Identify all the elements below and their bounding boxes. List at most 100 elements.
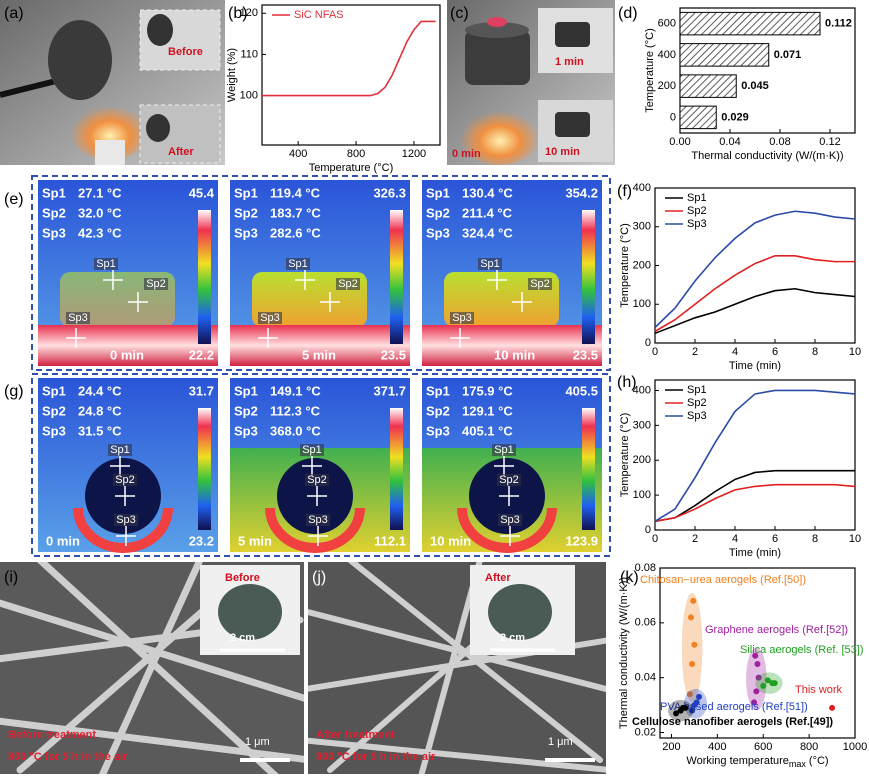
reading-value: 27.1 °C [78, 185, 122, 200]
y-tick-label: 0 [670, 111, 676, 123]
marker-label: Sp1 [302, 444, 322, 456]
y-tick-label: 0.04 [635, 672, 656, 684]
sem-i: (i) Before 2 cm Before treatment 800 °C … [0, 562, 304, 774]
color-bar [198, 210, 211, 344]
point [696, 693, 702, 700]
x-axis-label: Working temperaturemax (°C) [686, 755, 828, 769]
panel-label: (f) [617, 183, 632, 200]
legend-label: Sp3 [687, 218, 707, 230]
x-tick-label: 400 [289, 148, 307, 160]
reading-value: 211.4 °C [462, 205, 513, 220]
marker-bg [300, 444, 324, 456]
point [755, 674, 762, 681]
bar [679, 105, 717, 130]
label-after: After [168, 146, 194, 158]
chart: (d) 0.00 0.04 0.08 0.12 Thermal conductivity … [618, 5, 856, 162]
x-tick-label: 600 [754, 741, 772, 753]
scale-label: 1 μm [245, 736, 270, 748]
time-label: 5 min [238, 533, 272, 548]
y-tick-label: 100 [633, 298, 651, 310]
reading-name: Sp3 [42, 225, 66, 240]
reading-value: 130.4 °C [462, 185, 513, 200]
marker-bg [450, 312, 474, 324]
label-10min: 10 min [545, 146, 580, 158]
inset-sample [218, 584, 282, 640]
legend-label: Sp2 [687, 205, 707, 217]
y-tick-label: 300 [633, 221, 651, 233]
point [753, 688, 760, 695]
reading-name: Sp2 [42, 403, 66, 418]
crosshair [500, 526, 520, 546]
thermal-image: Sp1 27.1 °C Sp2 32.0 °C Sp3 42.3 °C 45.4 22.2 0 … [38, 180, 218, 366]
marker-bg [286, 258, 310, 270]
reading-value: 24.4 °C [78, 383, 122, 398]
marker-label: Sp1 [110, 444, 130, 456]
caption: Before treatment [8, 729, 96, 741]
point-annotation: Chitosan−urea aerogels (Ref.[50]) [640, 574, 806, 586]
marker-bg [336, 278, 360, 290]
reading-value: 405.1 °C [462, 423, 513, 438]
x-tick-label: 6 [772, 346, 778, 358]
line [654, 210, 856, 329]
x-axis-label: Temperature (°C) [309, 162, 393, 174]
inset-sample [488, 584, 552, 640]
reading-name: Sp1 [426, 383, 450, 398]
y-tick-label: 200 [633, 454, 651, 466]
reading-value: 183.7 °C [270, 205, 321, 220]
x-tick-label: 1000 [843, 741, 867, 753]
marker-label: Sp2 [338, 278, 358, 290]
marker-bg [498, 514, 522, 526]
base-heat [38, 325, 218, 366]
inset-sample [555, 112, 590, 137]
line [654, 483, 856, 523]
marker-bg [305, 474, 329, 486]
time-label: 0 min [110, 347, 144, 362]
sem-j: (j) After 2 cm After treatment 800 °C fo… [308, 562, 606, 774]
x-tick-label: 800 [800, 741, 818, 753]
line [262, 20, 436, 97]
thermal-image: Sp1 24.4 °C Sp2 24.8 °C Sp3 31.5 °C 31.7 23.2 0 … [38, 378, 218, 553]
marker-label: Sp1 [288, 258, 308, 270]
chart: (k) 200 400 600 800 1000 0.02 0.04 0.06 0.08 Worki… [618, 562, 867, 769]
point-annotation: PVA based aerogels (Ref.[51]) [660, 701, 808, 713]
point [673, 710, 680, 717]
y-tick-label: 0.02 [635, 726, 656, 738]
crosshair [302, 456, 322, 476]
y-tick-label: 0.08 [635, 562, 656, 574]
y-tick-label: 100 [240, 89, 258, 101]
x-tick-label: 0.00 [669, 136, 690, 148]
inset-sample [146, 114, 170, 142]
plot-frame [654, 187, 856, 344]
crosshair [308, 526, 328, 546]
plot-frame [654, 379, 856, 531]
point [693, 699, 700, 706]
reading-name: Sp2 [426, 403, 450, 418]
bar [679, 43, 770, 67]
max-label: 31.7 [189, 383, 214, 398]
max-label: 405.5 [565, 383, 598, 398]
y-tick-label: 400 [633, 384, 651, 396]
point [690, 597, 697, 604]
thermal-image: Sp1 119.4 °C Sp2 183.7 °C Sp3 282.6 °C 326.3 23… [230, 180, 410, 366]
crosshair [512, 292, 532, 312]
bar-value-label: 0.112 [825, 18, 852, 30]
reading-name: Sp2 [234, 403, 258, 418]
reading-value: 324.4 °C [462, 225, 513, 240]
crosshair [450, 328, 470, 348]
reading-name: Sp3 [42, 423, 66, 438]
marker-label: Sp2 [115, 474, 135, 486]
reading-value: 175.9 °C [462, 383, 513, 398]
y-axis-label: Thermal conductivity (W/(m·K)) [618, 577, 630, 729]
crosshair [295, 270, 315, 290]
crosshair [116, 526, 136, 546]
reading-name: Sp3 [234, 423, 258, 438]
x-tick-label: 8 [812, 346, 818, 358]
max-label: 354.2 [565, 185, 598, 200]
marker-bg [306, 514, 330, 526]
bar [679, 74, 737, 98]
x-axis-label: Time (min) [729, 547, 781, 559]
point [689, 660, 696, 667]
x-tick-label: 10 [849, 533, 861, 545]
